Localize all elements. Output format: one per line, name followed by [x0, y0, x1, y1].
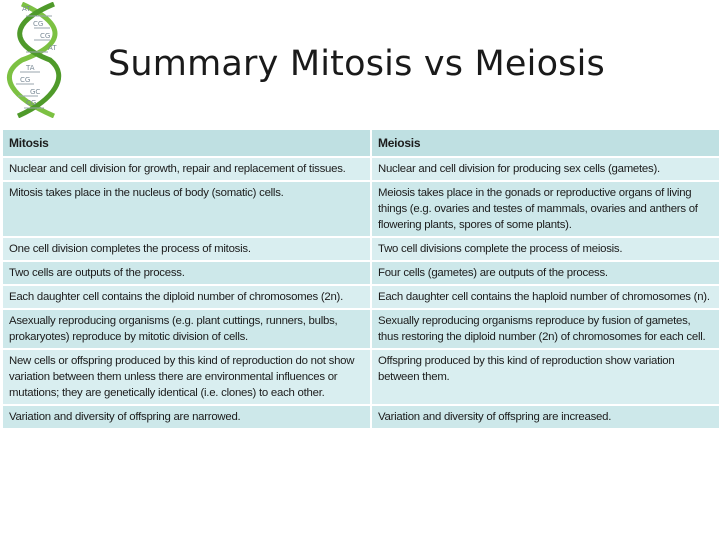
dna-label: CG [26, 99, 36, 107]
meiosis-cell: Meiosis takes place in the gonads or rep… [370, 180, 720, 238]
dna-label: CG [20, 76, 30, 84]
dna-label: AT [22, 5, 31, 13]
mitosis-cell: Variation and diversity of offspring are… [1, 404, 372, 430]
table-row: Nuclear and cell division for growth, re… [1, 156, 720, 182]
meiosis-cell: Nuclear and cell division for producing … [370, 156, 720, 182]
table-row: Two cells are outputs of the process. Fo… [1, 260, 720, 286]
mitosis-cell: Each daughter cell contains the diploid … [1, 284, 372, 310]
mitosis-cell: Two cells are outputs of the process. [1, 260, 372, 286]
meiosis-cell: Each daughter cell contains the haploid … [370, 284, 720, 310]
meiosis-cell: Sexually reproducing organisms reproduce… [370, 308, 720, 350]
dna-label: TA [25, 64, 35, 72]
column-header-meiosis: Meiosis [370, 128, 720, 158]
meiosis-cell: Four cells (gametes) are outputs of the … [370, 260, 720, 286]
table-row: Mitosis takes place in the nucleus of bo… [1, 180, 720, 238]
mitosis-cell: New cells or offspring produced by this … [1, 348, 372, 406]
mitosis-cell: Nuclear and cell division for growth, re… [1, 156, 372, 182]
table-row: New cells or offspring produced by this … [1, 348, 720, 406]
dna-label: AT [48, 44, 57, 52]
table-row: Variation and diversity of offspring are… [1, 404, 720, 430]
dna-label: GC [30, 88, 40, 96]
slide-title: Summary Mitosis vs Meiosis [108, 44, 605, 84]
mitosis-cell: One cell division completes the process … [1, 236, 372, 262]
column-header-mitosis: Mitosis [1, 128, 372, 158]
dna-label: CG [40, 32, 50, 40]
meiosis-cell: Two cell divisions complete the process … [370, 236, 720, 262]
meiosis-cell: Offspring produced by this kind of repro… [370, 348, 720, 406]
table-row: One cell division completes the process … [1, 236, 720, 262]
meiosis-cell: Variation and diversity of offspring are… [370, 404, 720, 430]
dna-label: CG [33, 20, 43, 28]
table-row: Each daughter cell contains the diploid … [1, 284, 720, 310]
table-header-row: Mitosis Meiosis [1, 128, 720, 158]
table-row: Asexually reproducing organisms (e.g. pl… [1, 308, 720, 350]
mitosis-cell: Mitosis takes place in the nucleus of bo… [1, 180, 372, 238]
mitosis-cell: Asexually reproducing organisms (e.g. pl… [1, 308, 372, 350]
comparison-table: Mitosis Meiosis Nuclear and cell divisio… [1, 128, 720, 430]
dna-helix-icon: AT CG CG AT TA CG GC CG [7, 2, 62, 118]
